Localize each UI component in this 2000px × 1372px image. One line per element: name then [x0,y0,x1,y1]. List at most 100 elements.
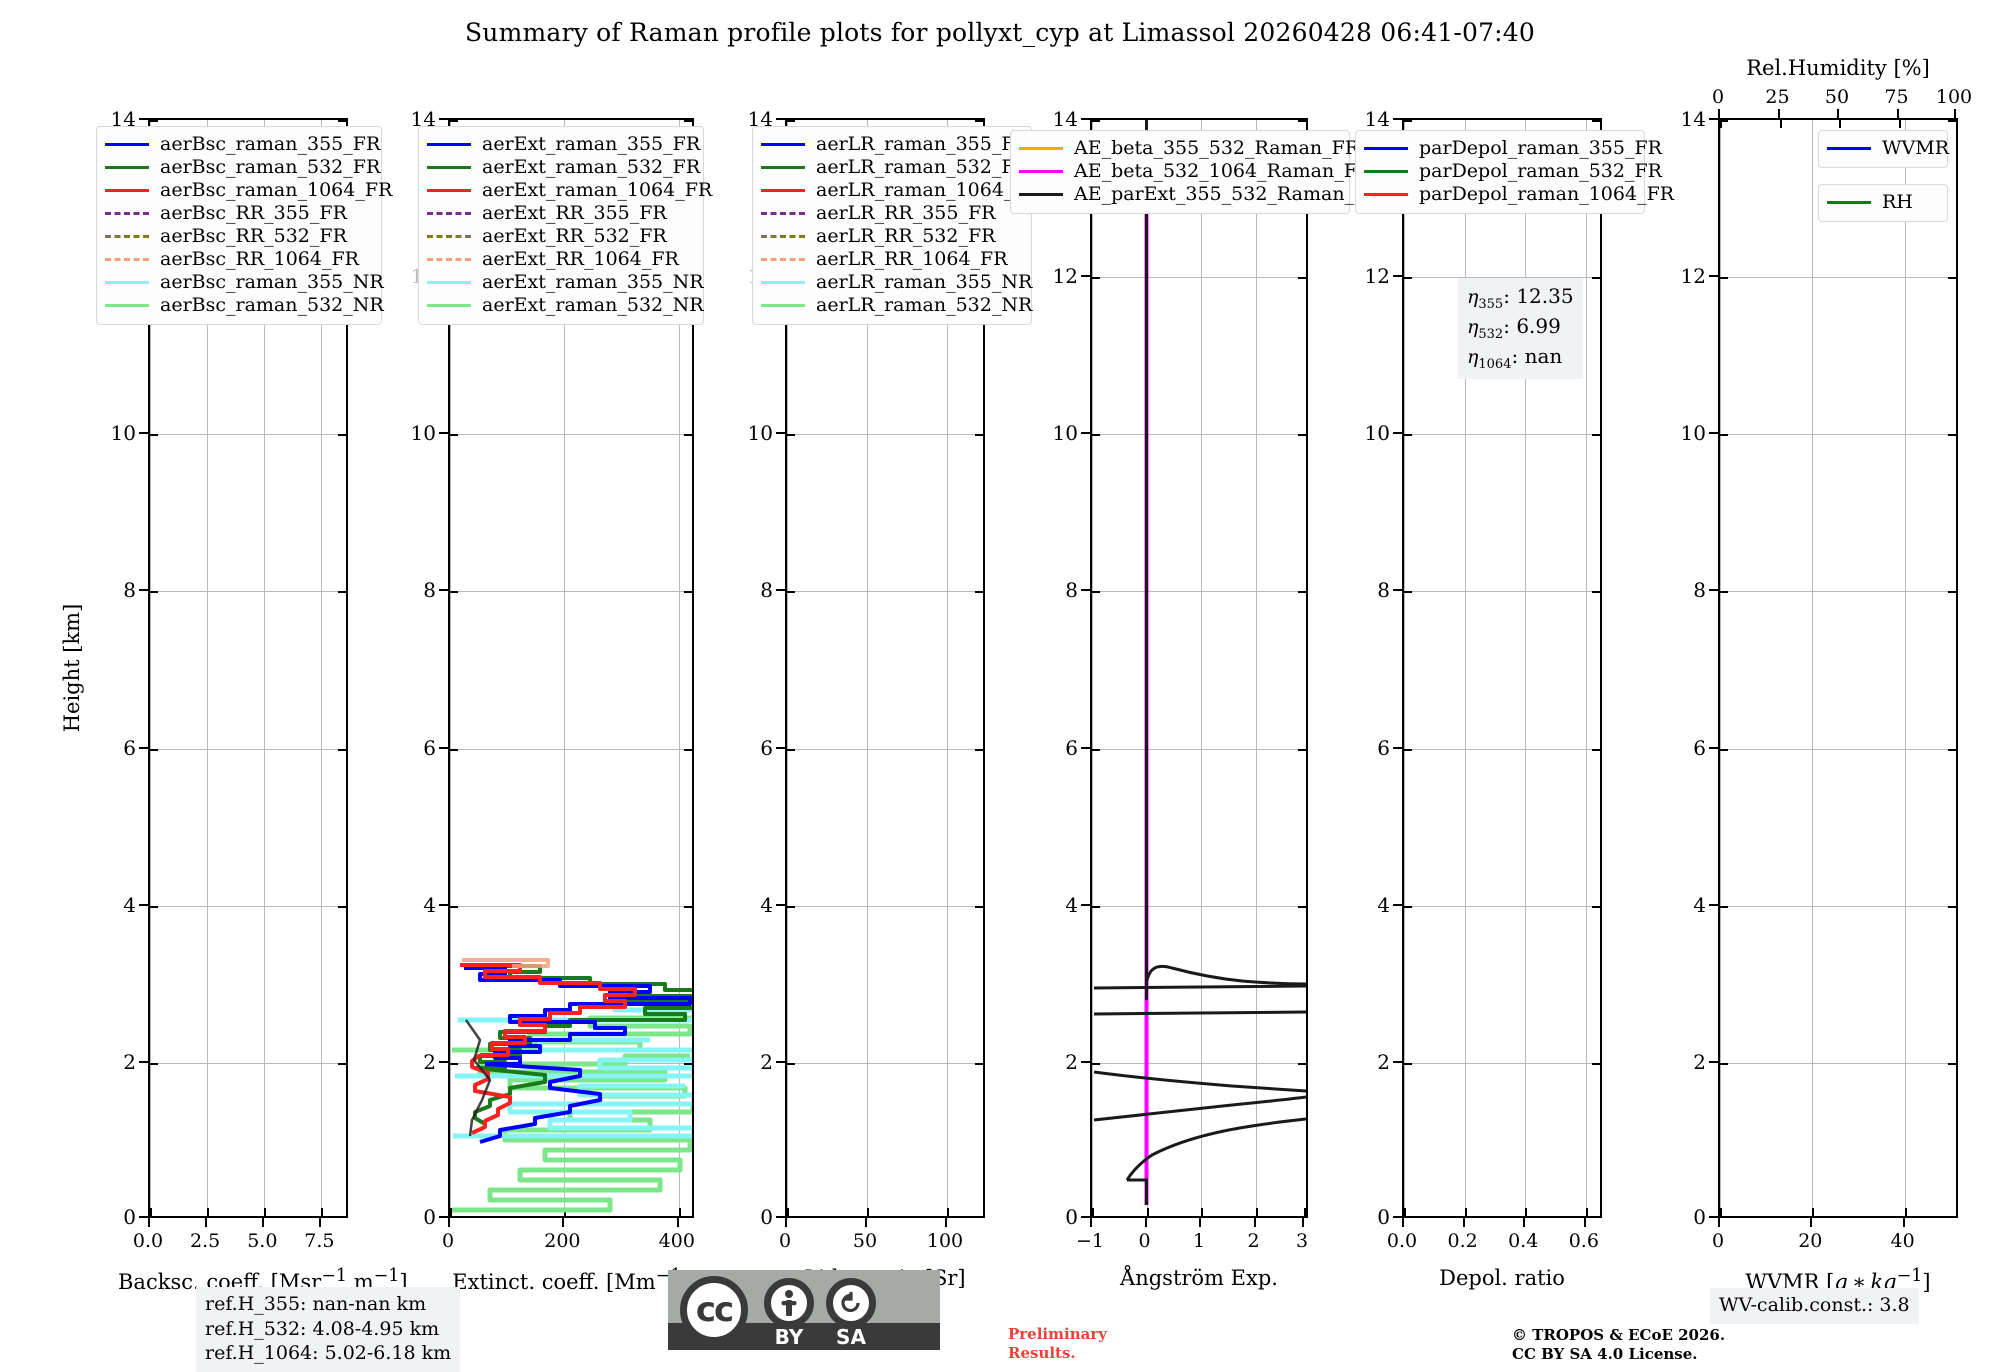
legend-item-label: aerBsc_raman_532_FR [160,156,381,178]
legend-wvmr[interactable]: WVMR [1818,130,1949,168]
legend-line-swatch [1827,201,1871,204]
cc-by-sa-badge[interactable]: cc BY SA [668,1270,940,1350]
legend-item[interactable]: WVMR [1827,137,1949,160]
y-tick-4: 4 [1693,892,1706,917]
legend-item-label: aerExt_raman_532_NR [482,294,704,316]
legend-item[interactable]: aerLR_RR_355_FR [761,202,1021,225]
eta-line: η1064: nan [1467,343,1574,373]
x-tick-label: 40 [1890,1230,1915,1252]
legend-line-swatch [761,258,805,261]
legend-item[interactable]: aerExt_raman_355_FR [427,133,700,156]
legend-item[interactable]: aerLR_RR_532_FR [761,225,1021,248]
legend-item-label: aerLR_raman_355_NR [816,271,1033,293]
y-tick-8: 8 [423,578,436,603]
legend-item[interactable]: aerExt_raman_1064_FR [427,179,712,202]
legend-extinction[interactable]: aerExt_raman_355_FR aerExt_raman_532_FR ae… [418,126,712,325]
legend-rh[interactable]: RH [1818,184,1948,222]
legend-item[interactable]: aerBsc_raman_532_NR [105,294,384,317]
legend-item-label: aerBsc_raman_355_FR [160,133,381,155]
legend-item[interactable]: aerExt_RR_355_FR [427,202,693,225]
x-tick-label: 2 [1247,1230,1260,1252]
person-icon [764,1278,814,1328]
legend-lidar-ratio[interactable]: aerLR_raman_355_FR aerLR_raman_532_FR aerL… [752,126,1041,325]
legend-item-label: RH [1882,191,1913,213]
legend-line-swatch [427,212,471,215]
legend-item[interactable]: aerBsc_raman_355_NR [105,271,384,294]
y-tick-0: 0 [760,1205,773,1229]
legend-line-swatch [1827,147,1871,150]
ref-h-1064: ref.H_1064: 5.02-6.18 km [205,1342,452,1365]
copyright-line-2: CC BY SA 4.0 License. [1512,1344,1698,1363]
legend-item[interactable]: AE_beta_532_1064_Raman_FR [1019,160,1371,183]
legend-line-swatch [105,143,149,146]
legend-item[interactable]: parDepol_raman_532_FR [1364,160,1662,183]
legend-item[interactable]: aerExt_raman_532_FR [427,156,700,179]
legend-item-label: aerExt_raman_355_NR [482,271,704,293]
y-tick-6: 6 [123,735,136,760]
legend-line-swatch [1019,193,1063,196]
extinction-curves [452,958,692,1213]
eta-line: η355: 12.35 [1467,283,1574,313]
legend-item[interactable]: aerLR_raman_355_FR [761,133,1029,156]
cc-icon: cc [680,1276,748,1344]
legend-item[interactable]: aerExt_RR_1064_FR [427,248,693,271]
legend-item[interactable]: RH [1827,191,1937,214]
legend-item-label: aerLR_raman_532_FR [816,156,1029,178]
legend-item[interactable]: aerLR_raman_355_NR [761,271,1032,294]
legend-item[interactable]: aerBsc_RR_532_FR [105,225,371,248]
y-tick-4: 4 [123,892,136,917]
legend-line-swatch [761,304,805,307]
plot-area-angstrom[interactable] [1090,118,1308,1218]
legend-line-swatch [1019,170,1063,173]
legend-line-swatch [105,166,149,169]
y-tick-8: 8 [1377,578,1390,603]
legend-item[interactable]: aerBsc_raman_1064_FR [105,179,392,202]
y-tick-0: 0 [1065,1205,1078,1229]
x-tick-label: 0.2 [1447,1230,1478,1252]
legend-item-label: aerBsc_raman_355_NR [160,271,384,293]
y-tick-4: 4 [1377,892,1390,917]
y-tick-2: 2 [1065,1049,1078,1074]
legend-item[interactable]: parDepol_raman_355_FR [1364,137,1662,160]
legend-depol-ratio[interactable]: parDepol_raman_355_FR parDepol_raman_532_… [1355,130,1674,214]
legend-item[interactable]: aerExt_raman_532_NR [427,294,704,317]
legend-backscatter[interactable]: aerBsc_raman_355_FR aerBsc_raman_532_FR ae… [96,126,392,325]
legend-line-swatch [427,143,471,146]
x-tick-label: 0.4 [1508,1230,1539,1252]
x-tick-label: 2.5 [189,1230,221,1252]
panel-wvmr-rh: 0 2 4 6 8 10 12 14 0 20 40 0 25 50 75 10… [1681,56,1973,1294]
eta-line: η532: 6.99 [1467,313,1574,343]
legend-item-label: aerBsc_RR_532_FR [160,225,347,247]
legend-item-label: parDepol_raman_532_FR [1419,160,1662,182]
legend-item-label: aerLR_RR_1064_FR [816,248,1008,270]
legend-angstrom[interactable]: AE_beta_355_532_Raman_FR AE_beta_532_1064… [1010,130,1382,214]
x-tick-label: 100 [926,1230,964,1252]
legend-line-swatch [1019,147,1063,150]
y-tick-14: 14 [1680,107,1706,131]
legend-item[interactable]: aerExt_RR_532_FR [427,225,693,248]
y-tick-12: 12 [1052,264,1078,289]
legend-item[interactable]: aerBsc_RR_1064_FR [105,248,371,271]
x-tick-top-label: 50 [1824,86,1850,108]
x-tick-label: 3 [1295,1230,1309,1252]
legend-item[interactable]: aerLR_raman_1064_FR [761,179,1041,202]
x-tick-label: 0.0 [132,1230,164,1252]
legend-item[interactable]: aerLR_RR_1064_FR [761,248,1021,271]
legend-line-swatch [761,212,805,215]
legend-item[interactable]: aerBsc_raman_355_FR [105,133,380,156]
legend-item[interactable]: aerExt_raman_355_NR [427,271,704,294]
x-tick-top-label: 0 [1711,86,1725,108]
legend-item[interactable]: aerLR_raman_532_NR [761,294,1032,317]
legend-item[interactable]: parDepol_raman_1064_FR [1364,183,1674,206]
plot-area-wvmr-rh[interactable] [1718,118,1958,1218]
legend-item[interactable]: AE_parExt_355_532_Raman_FR [1019,183,1382,206]
legend-item[interactable]: aerBsc_raman_532_FR [105,156,380,179]
x-tick-label: 0 [1711,1230,1725,1252]
legend-item[interactable]: aerLR_raman_532_FR [761,156,1029,179]
legend-item[interactable]: AE_beta_355_532_Raman_FR [1019,137,1359,160]
preliminary-results-note: Preliminary Results. [1008,1325,1107,1363]
legend-item[interactable]: aerBsc_RR_355_FR [105,202,371,225]
legend-item-label: aerBsc_raman_1064_FR [160,179,393,201]
legend-item-label: parDepol_raman_355_FR [1419,137,1662,159]
x-tick-label: 0.6 [1568,1230,1599,1252]
